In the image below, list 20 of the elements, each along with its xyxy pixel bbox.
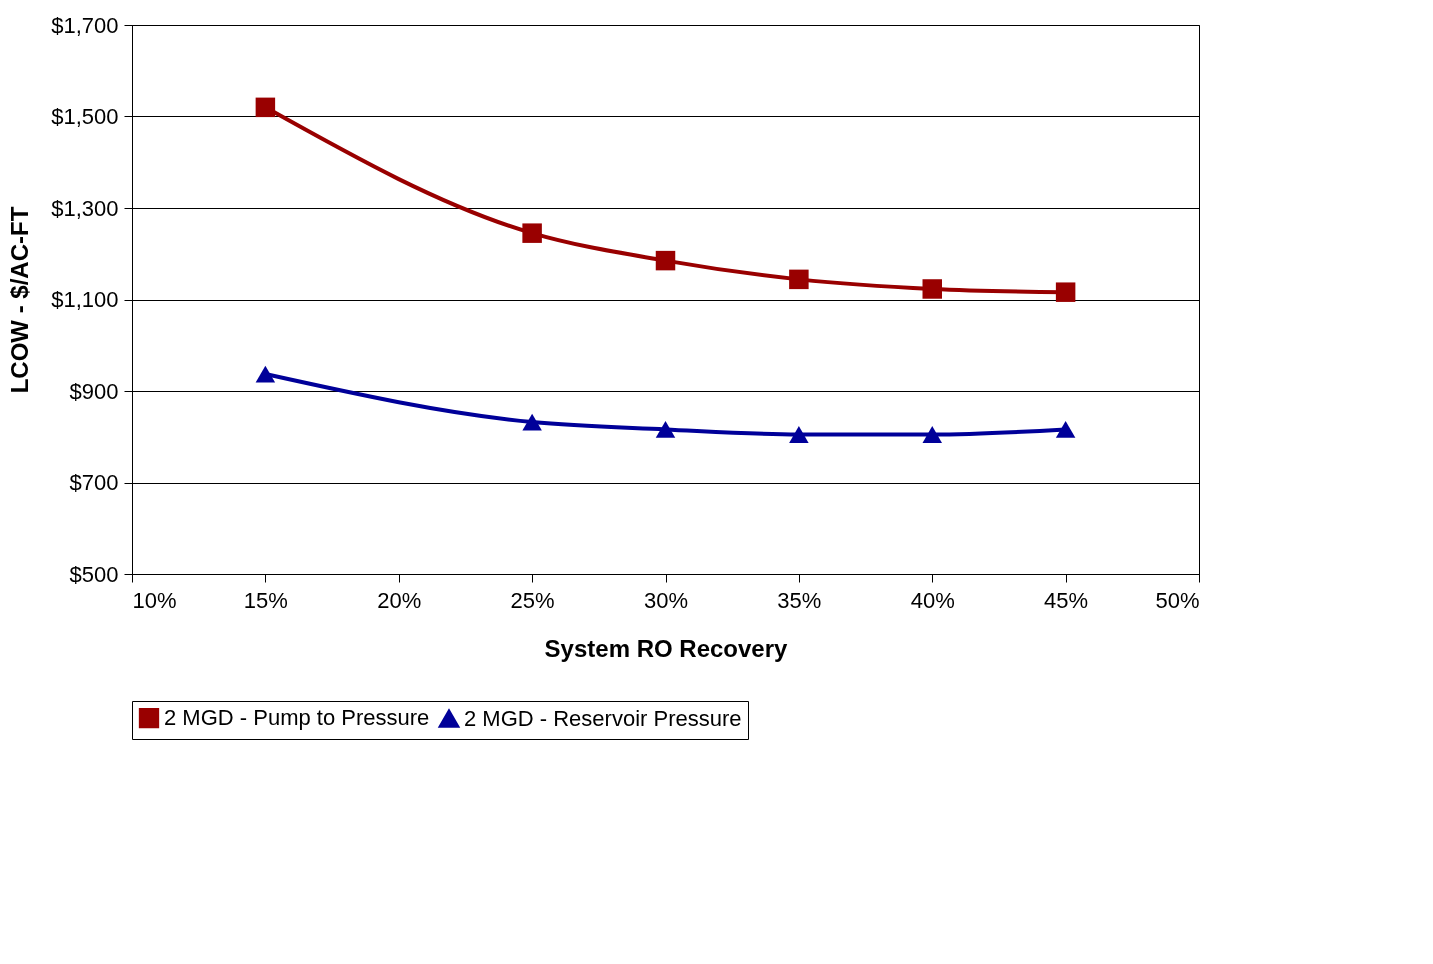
- x-tick-label: 50%: [1155, 587, 1200, 613]
- y-tick-label: $900: [69, 378, 119, 404]
- y-tick-label: $500: [69, 561, 119, 587]
- y-tick-label: $1,500: [51, 104, 119, 129]
- x-tick-label: 15%: [243, 587, 288, 613]
- x-tick-label: 20%: [377, 587, 422, 613]
- x-tick-label: 35%: [777, 587, 822, 613]
- y-tick-label: $1,700: [51, 12, 119, 38]
- y-tick-label: $700: [69, 470, 119, 495]
- x-axis-title: System RO Recovery: [544, 634, 789, 662]
- x-tick-label: 30%: [643, 587, 689, 613]
- x-tick-label: 40%: [910, 587, 955, 613]
- legend-label: 2 MGD - Reservoir Pressure: [464, 705, 742, 731]
- y-tick-label: $1,100: [51, 287, 119, 312]
- x-tick-label: 25%: [510, 587, 555, 613]
- legend-label: 2 MGD - Pump to Pressure: [164, 705, 430, 731]
- x-tick-label: 10%: [132, 587, 177, 613]
- x-tick-label: 45%: [1044, 587, 1089, 613]
- y-tick-label: $1,300: [51, 195, 119, 221]
- y-axis-title: LCOW - $/AC-FT: [6, 206, 34, 394]
